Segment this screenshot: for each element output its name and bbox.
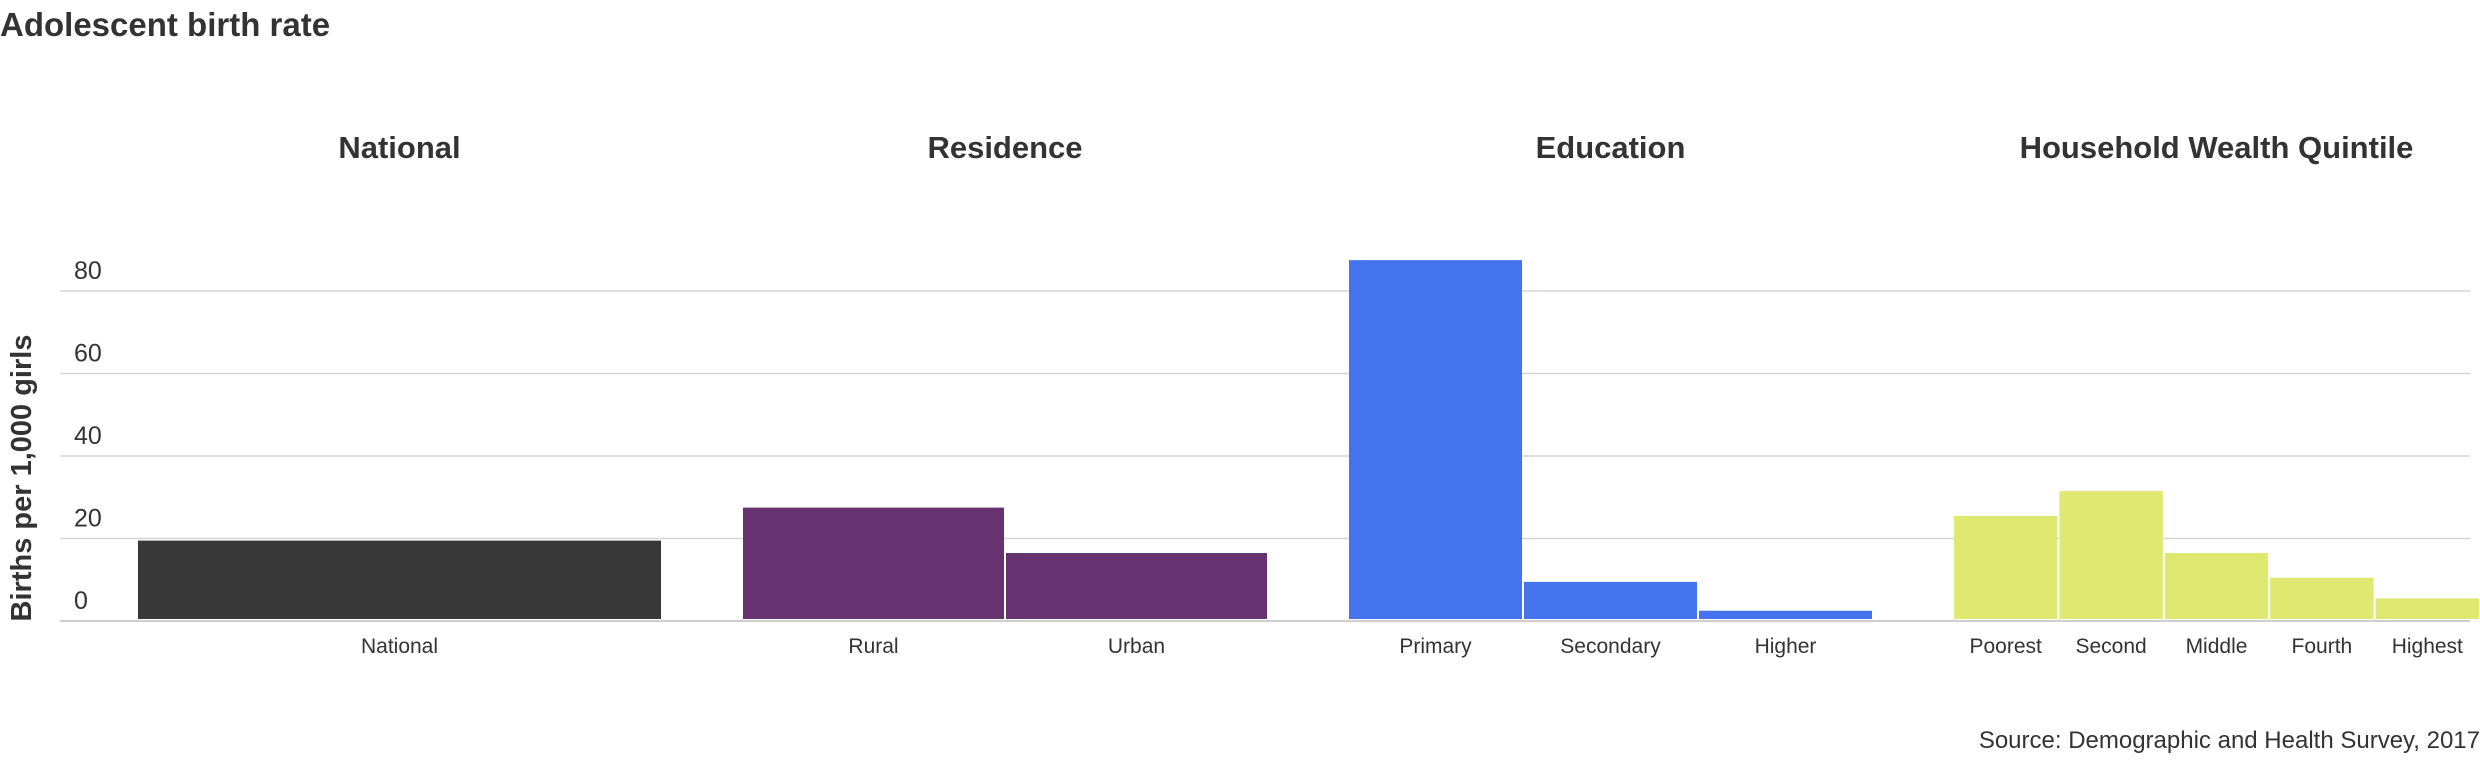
panel-title: Household Wealth Quintile [2020,130,2414,165]
category-label-national: National [361,635,438,658]
gridlines [60,290,2470,622]
bar-urban [1006,553,1267,619]
category-label-secondary: Secondary [1560,635,1661,658]
y-tick-label-0: 0 [74,587,88,615]
category-label-urban: Urban [1108,635,1165,658]
y-axis-label: Births per 1,000 girls [6,335,38,622]
panel-title: Education [1536,130,1686,165]
bar-secondary [1524,581,1697,619]
y-axis-ticks: 0 20 40 60 80 [74,257,102,615]
panel-national: National National [138,130,661,658]
bar-second [2059,491,2163,619]
panel-household-wealth-quintile: Household Wealth Quintile Poorest Second Mi… [1954,130,2479,658]
category-label-primary: Primary [1399,635,1472,658]
category-label-rural: Rural [848,635,898,658]
category-label-second: Second [2075,635,2146,658]
chart-panels: National National Residence Rural Urban Educa… [138,130,2479,658]
panel-residence: Residence Rural Urban [743,130,1267,658]
panel-title: Residence [927,130,1082,165]
bar-rural [743,507,1004,619]
bar-fourth [2270,577,2374,619]
bar-highest [2375,598,2479,619]
source-note: Source: Demographic and Health Survey, 2… [1978,727,2480,754]
y-tick-label-40: 40 [74,422,102,450]
chart-title: Adolescent birth rate [0,6,331,43]
panel-title: National [338,130,460,165]
category-label-poorest: Poorest [1970,635,2043,658]
bar-primary [1349,260,1522,619]
category-label-highest: Highest [2392,635,2463,658]
bar-middle [2164,553,2269,619]
category-label-fourth: Fourth [2292,635,2353,658]
bar-poorest [1954,515,2058,619]
y-tick-label-20: 20 [74,505,102,533]
bar-higher [1699,610,1872,619]
category-label-middle: Middle [2186,635,2248,658]
panel-education: Education Primary Secondary Higher [1349,130,1872,658]
category-label-higher: Higher [1755,635,1817,658]
y-tick-label-80: 80 [74,257,102,285]
y-tick-label-60: 60 [74,340,102,368]
bar-national [138,540,661,619]
